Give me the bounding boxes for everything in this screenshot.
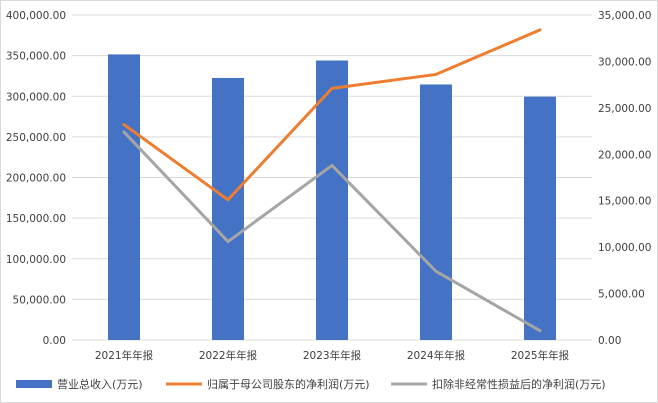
right-tick-label: 30,000.00 <box>598 56 651 68</box>
series-line <box>122 130 542 333</box>
bar-series <box>108 54 556 340</box>
left-tick-label: 350,000.00 <box>6 51 66 63</box>
left-tick-label: 50,000.00 <box>13 294 66 306</box>
right-axis-tick-labels: 0.00 5,000.00 10,000.00 15,000.00 20,000.00 2… <box>598 10 651 347</box>
x-axis-tick-labels: 2021年年报 2022年年报 2023年年报 2024年年报 2025年年报 <box>95 349 570 362</box>
bar <box>212 77 244 340</box>
bar <box>420 84 452 340</box>
x-tick-label: 2022年年报 <box>199 349 258 362</box>
bar <box>108 54 140 340</box>
left-axis-tick-labels: 0.00 50,000.00 100,000.00 150,000.00 200,000… <box>6 10 66 347</box>
right-tick-label: 0.00 <box>598 335 621 347</box>
legend-label: 营业总收入(万元) <box>57 377 143 391</box>
left-tick-label: 300,000.00 <box>6 91 66 103</box>
left-tick-label: 250,000.00 <box>6 132 66 144</box>
right-tick-label: 15,000.00 <box>598 196 651 208</box>
right-tick-label: 20,000.00 <box>598 149 651 161</box>
legend-label: 归属于母公司股东的净利润(万元) <box>207 377 370 391</box>
x-tick-label: 2025年年报 <box>511 349 570 362</box>
x-tick-label: 2024年年报 <box>407 349 466 362</box>
line-series <box>122 28 542 333</box>
right-tick-label: 35,000.00 <box>598 10 651 22</box>
bar <box>316 60 348 340</box>
left-tick-label: 0.00 <box>43 335 66 347</box>
right-tick-label: 5,000.00 <box>598 289 645 301</box>
right-tick-label: 25,000.00 <box>598 103 651 115</box>
left-tick-label: 100,000.00 <box>6 254 66 266</box>
left-tick-label: 150,000.00 <box>6 213 66 225</box>
x-tick-label: 2023年年报 <box>303 349 362 362</box>
series-line <box>122 28 542 202</box>
legend-swatch <box>16 380 52 388</box>
gridlines <box>72 14 592 341</box>
right-tick-label: 10,000.00 <box>598 242 651 254</box>
left-tick-label: 400,000.00 <box>6 10 66 22</box>
x-tick-label: 2021年年报 <box>95 349 154 362</box>
bar <box>524 96 556 340</box>
legend: 营业总收入(万元) 归属于母公司股东的净利润(万元) 扣除非经常性损益后的净利润(万… <box>16 377 606 391</box>
legend-label: 扣除非经常性损益后的净利润(万元) <box>432 377 606 391</box>
left-tick-label: 200,000.00 <box>6 173 66 185</box>
